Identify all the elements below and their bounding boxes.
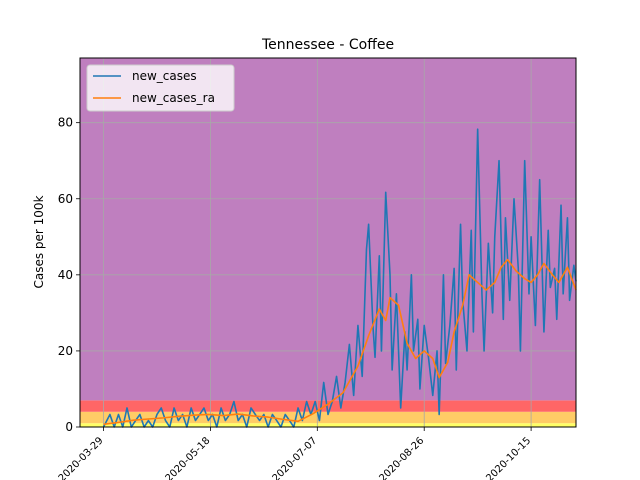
threshold-bands <box>80 58 576 427</box>
series-line-new_cases <box>102 128 577 428</box>
y-tick-label-80: 80 <box>58 116 73 130</box>
plot-frame <box>79 57 577 428</box>
series-lines <box>102 128 577 428</box>
y-tick-label-0: 0 <box>65 420 73 434</box>
y-tick-label-60: 60 <box>58 192 73 206</box>
chart-title: Tennessee - Coffee <box>261 37 394 53</box>
band-1 <box>80 411 576 424</box>
band-0 <box>80 423 576 427</box>
legend-label-new_cases: new_cases <box>132 69 197 83</box>
y-axis-ticks: 0 20 40 60 80 <box>58 116 80 434</box>
legend: new_cases new_cases_ra <box>86 64 235 112</box>
y-tick-label-40: 40 <box>58 268 73 282</box>
legend-box <box>86 64 235 112</box>
legend-label-new_cases_ra: new_cases_ra <box>132 91 215 105</box>
y-axis-label: Cases per 100k <box>32 195 46 288</box>
band-3 <box>80 58 576 401</box>
band-2 <box>80 400 576 412</box>
y-tick-label-20: 20 <box>58 344 73 358</box>
series-line-new_cases_ra <box>103 258 577 426</box>
